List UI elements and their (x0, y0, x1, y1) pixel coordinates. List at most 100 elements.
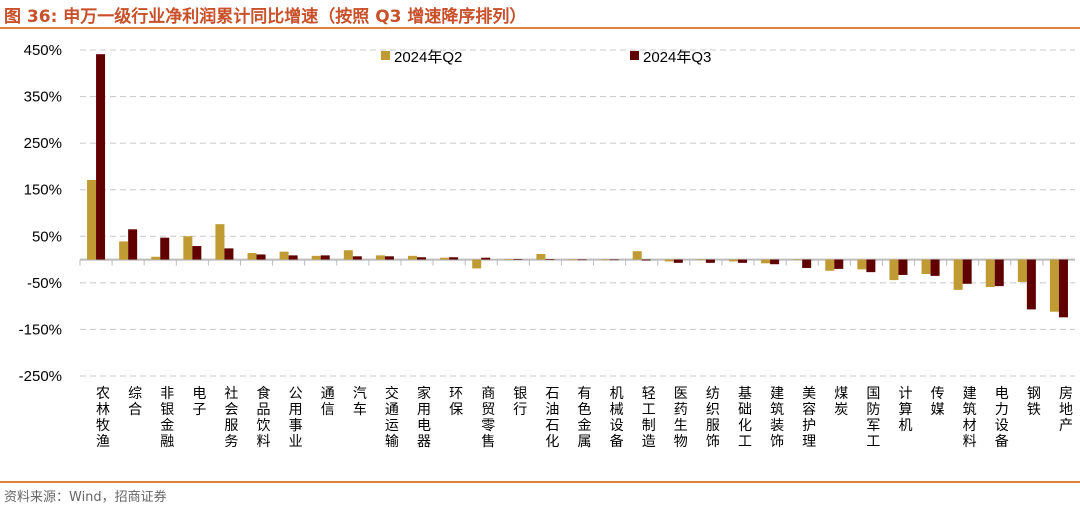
bar-q3 (320, 255, 330, 260)
x-tick-label: 石油石化 (545, 386, 559, 450)
x-tick-label: 综合 (128, 386, 142, 418)
bar-q3 (770, 259, 780, 265)
bar-q3 (834, 259, 844, 269)
x-tick-label: 计算机 (898, 386, 912, 434)
x-tick-label: 传媒 (931, 386, 945, 418)
bar-q2 (600, 259, 610, 261)
bar-q3 (609, 259, 619, 261)
bar-q3 (930, 259, 940, 276)
x-tick-label: 商贸零售 (481, 386, 495, 450)
bar-q2 (536, 253, 546, 260)
legend-swatch (630, 51, 639, 60)
x-tick-label: 房地产 (1059, 386, 1073, 434)
bar-q2 (408, 255, 418, 260)
x-tick-label: 交通运输 (385, 385, 399, 450)
y-tick-label: -150% (19, 321, 62, 338)
bar-q3 (224, 248, 234, 260)
x-tick-label: 农林牧渔 (96, 386, 110, 450)
x-tick-label: 银行 (513, 386, 527, 418)
source-note: 资料来源：Wind，招商证券 (4, 490, 167, 505)
x-tick-label: 钢铁 (1027, 386, 1041, 418)
x-tick-label: 汽车 (353, 386, 367, 418)
legend-label: 2024年Q2 (394, 49, 462, 66)
x-tick-label: 电力设备 (995, 386, 1009, 450)
bar-q2 (825, 259, 835, 271)
bar-q2 (440, 257, 450, 260)
bar-q2 (1049, 259, 1059, 312)
bar-q2 (504, 259, 514, 260)
bar-q2 (664, 259, 674, 262)
x-tick-label: 非银金融 (160, 386, 174, 450)
x-tick-label: 轻工制造 (642, 386, 656, 450)
legend-label: 2024年Q3 (643, 49, 711, 66)
legend-swatch (381, 51, 390, 60)
x-tick-label: 环保 (449, 386, 463, 418)
bar-q3 (1058, 259, 1068, 318)
x-tick-label: 煤炭 (834, 386, 848, 418)
x-tick-label: 建筑装饰 (770, 386, 784, 450)
bar-q2 (119, 241, 129, 260)
y-tick-label: 150% (24, 182, 62, 199)
bar-q3 (641, 259, 651, 261)
bar-q2 (793, 259, 803, 261)
bar-q2 (985, 259, 995, 288)
bar-q3 (737, 259, 747, 263)
bar-q3 (352, 256, 362, 260)
x-tick-label: 纺织服饰 (706, 386, 720, 450)
bar-q2 (279, 251, 289, 260)
bar-q3 (866, 259, 876, 273)
bar-q2 (761, 259, 771, 264)
bar-q3 (481, 257, 491, 260)
x-tick-label: 公用事业 (289, 386, 303, 450)
bar-q2 (311, 255, 321, 260)
x-tick-label: 建筑材料 (963, 386, 977, 450)
bar-q3 (96, 54, 106, 260)
bar-q3 (192, 246, 202, 260)
bar-q2 (343, 250, 353, 260)
y-tick-label: 350% (24, 89, 62, 106)
bar-q2 (889, 259, 899, 281)
bar-q3 (256, 254, 266, 260)
bar-q3 (128, 229, 138, 260)
bar-q3 (802, 259, 812, 268)
y-tick-label: -50% (27, 275, 62, 292)
bar-q2 (953, 259, 963, 290)
x-tick-label: 通信 (321, 386, 335, 418)
bar-q3 (513, 259, 523, 260)
x-tick-label: 美容护理 (802, 386, 816, 450)
bar-q3 (994, 259, 1004, 287)
bar-q2 (87, 179, 97, 260)
x-tick-label: 医药生物 (674, 386, 688, 450)
bar-q3 (673, 259, 683, 263)
x-tick-label: 家用电器 (417, 385, 431, 450)
bar-q2 (1017, 259, 1027, 282)
bar-q3 (962, 259, 972, 284)
bar-q3 (449, 257, 459, 260)
bar-q2 (632, 251, 642, 260)
bar-q2 (472, 259, 482, 269)
bar-q3 (160, 237, 170, 260)
bar-q2 (151, 256, 161, 260)
bar-q3 (417, 257, 427, 260)
figure-title: 图 36: 申万一级行业净利润累计同比增速（按照 Q3 增速降序排列） (4, 7, 527, 27)
x-tick-label: 社会服务 (224, 386, 238, 450)
bar-q2 (921, 259, 931, 275)
y-tick-label: 50% (32, 228, 62, 245)
bar-q3 (1026, 259, 1036, 310)
bar-q2 (375, 255, 385, 260)
bar-q2 (696, 259, 706, 261)
bar-q2 (568, 259, 578, 261)
y-tick-label: -250% (19, 368, 62, 385)
bar-q3 (898, 259, 908, 275)
bar-q3 (288, 255, 298, 260)
bar-q3 (577, 259, 587, 261)
bar-q2 (215, 224, 225, 260)
x-tick-label: 机械设备 (610, 386, 624, 450)
x-tick-label: 食品饮料 (257, 385, 271, 450)
x-tick-label: 基础化工 (738, 385, 752, 450)
bar-q2 (728, 259, 738, 262)
bar-q3 (705, 259, 715, 263)
x-tick-label: 有色金属 (578, 386, 592, 450)
y-tick-label: 450% (24, 42, 62, 59)
